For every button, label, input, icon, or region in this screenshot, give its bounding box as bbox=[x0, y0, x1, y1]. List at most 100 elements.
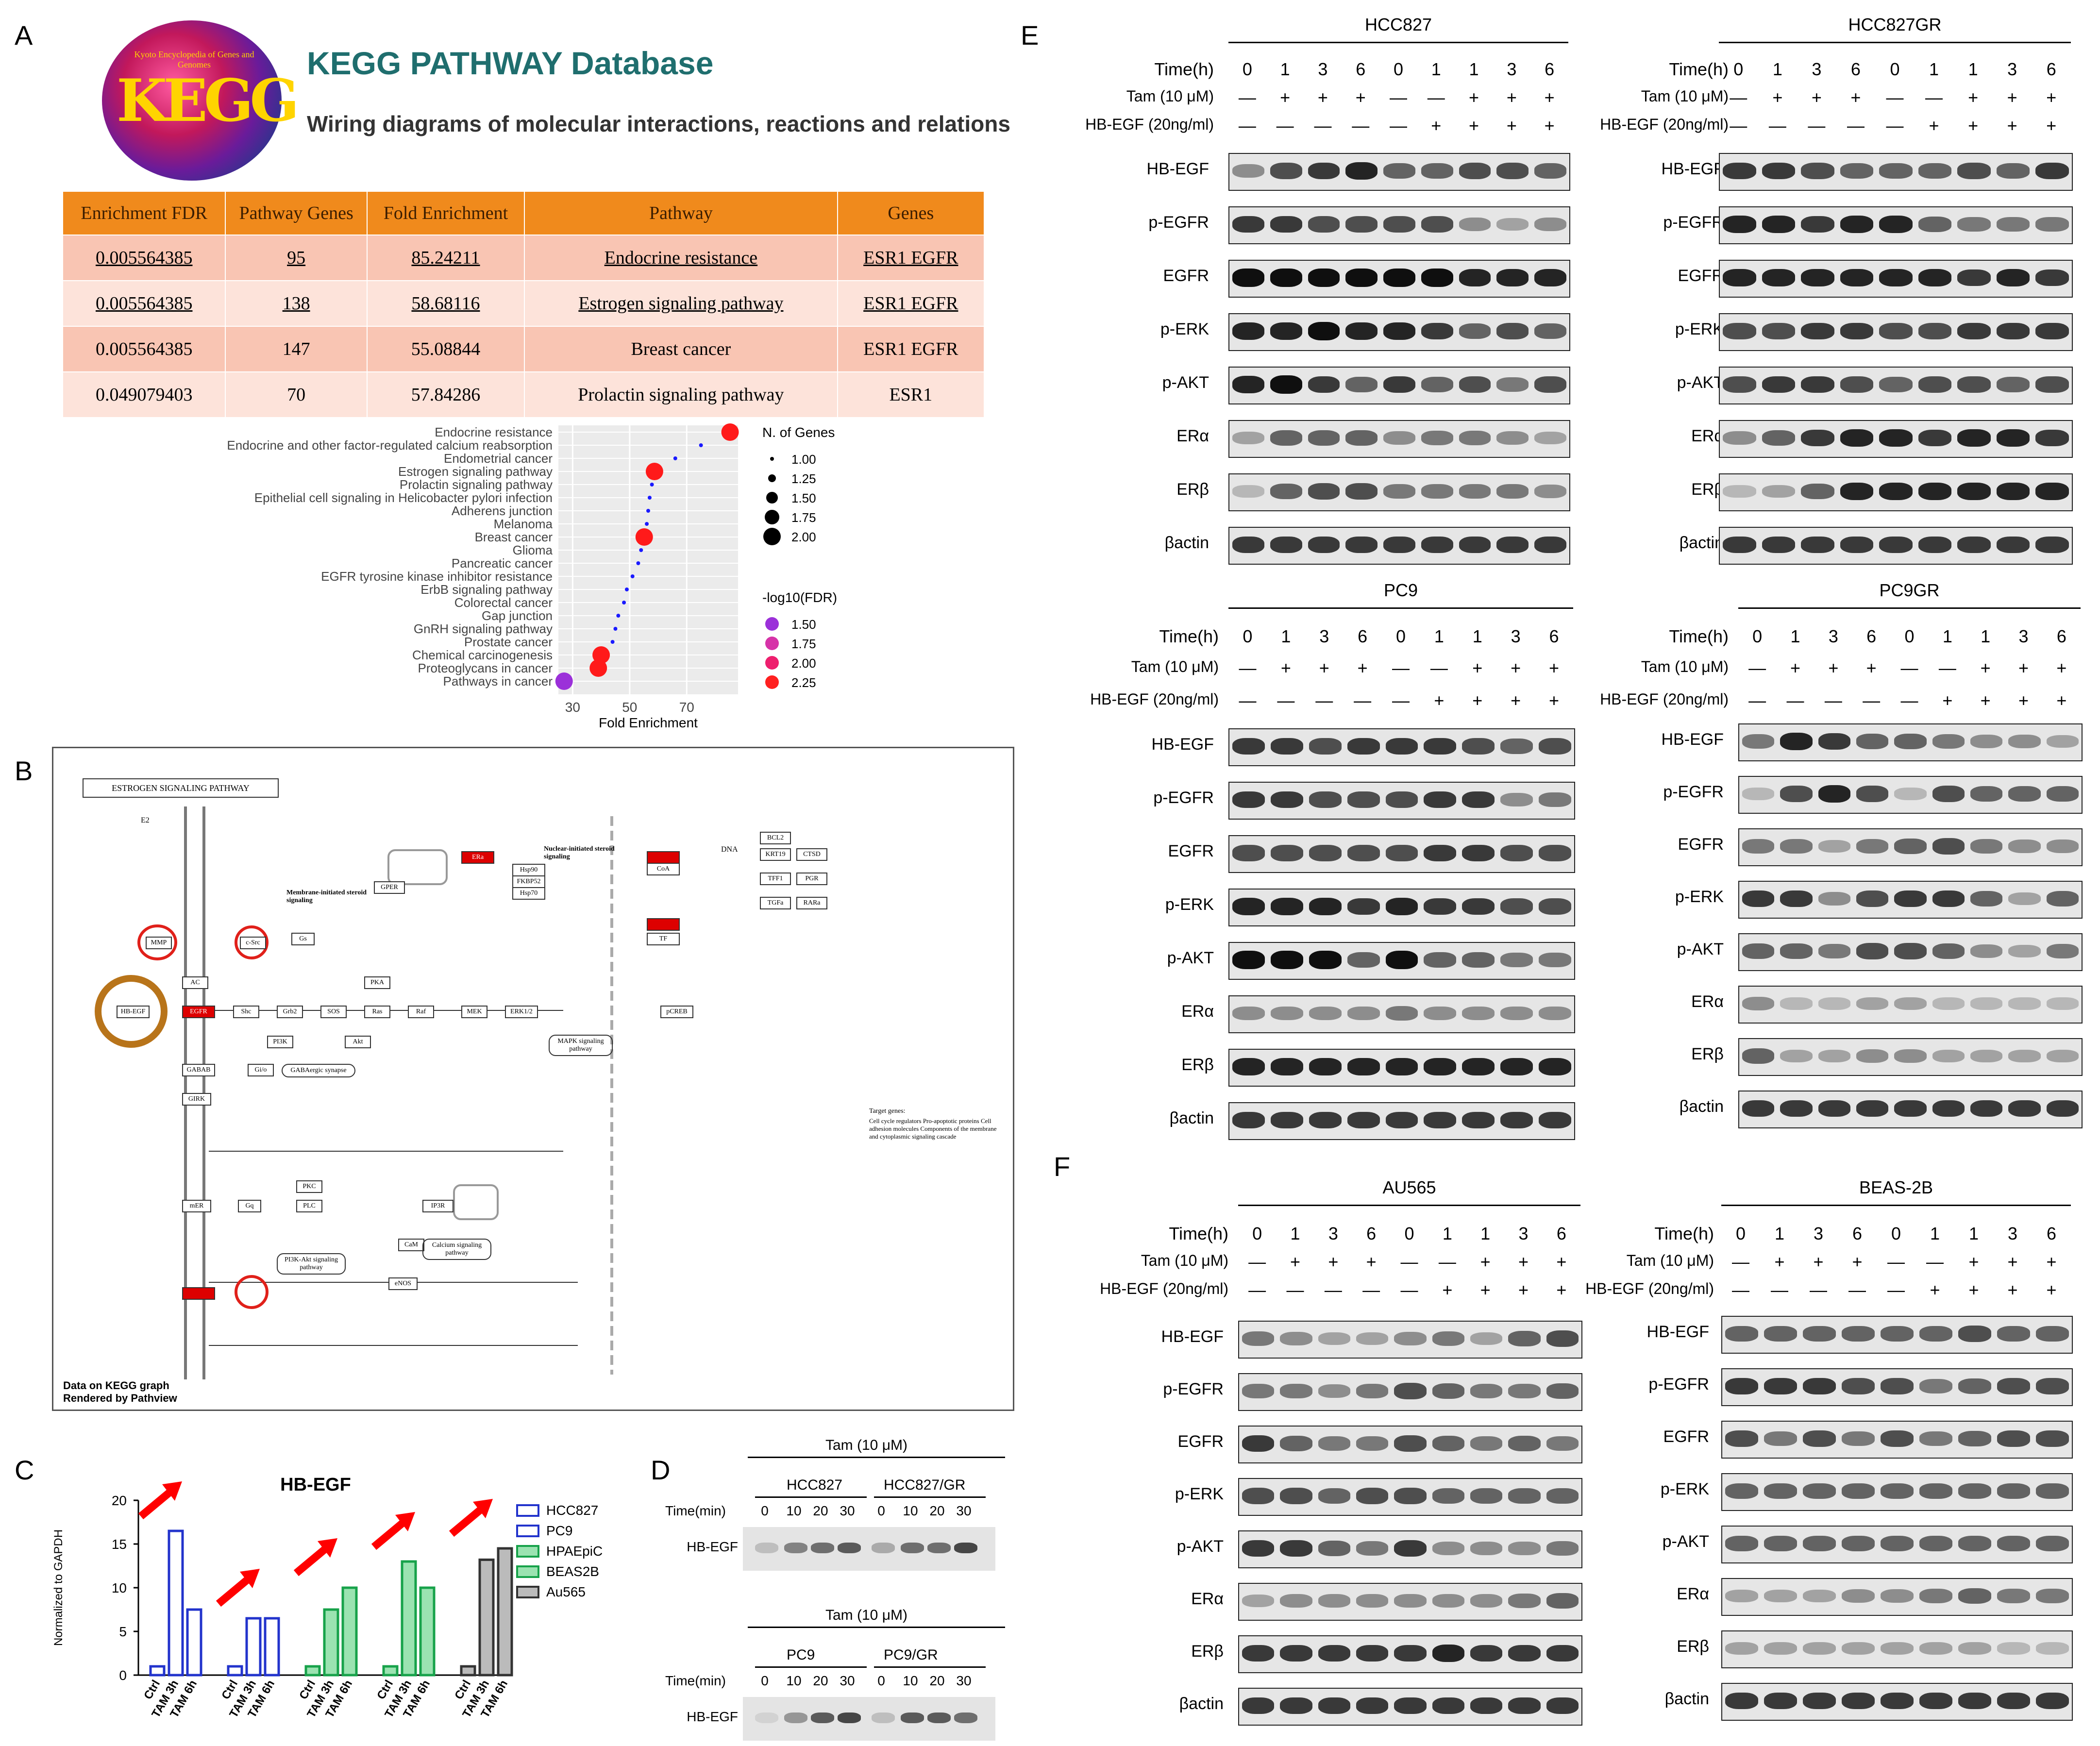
time-value: 30 bbox=[956, 1503, 972, 1518]
blot-band bbox=[1539, 792, 1571, 807]
header-time-value: 0 bbox=[1733, 59, 1744, 79]
blot-band bbox=[2046, 944, 2079, 958]
header-tam-value: + bbox=[1772, 87, 1783, 107]
blot-band bbox=[1546, 1645, 1579, 1662]
blot-band bbox=[784, 1543, 807, 1553]
pathway-node-krt19: KRT19 bbox=[760, 848, 791, 861]
bar bbox=[341, 1586, 358, 1677]
protein-label: HB-EGF bbox=[687, 1539, 738, 1554]
blot-band bbox=[1242, 1331, 1275, 1346]
blot-band bbox=[1840, 215, 1874, 234]
blot-band bbox=[1958, 1431, 1991, 1446]
protein-label: ERβ bbox=[1181, 1056, 1214, 1074]
blot-band bbox=[1725, 1642, 1758, 1655]
blot-band bbox=[1894, 943, 1927, 959]
pathway-node-cam: CaM bbox=[398, 1239, 424, 1251]
blot-band bbox=[1840, 482, 1874, 501]
blot-band bbox=[1280, 1331, 1312, 1346]
blot-strip bbox=[1721, 1526, 2073, 1563]
header-tam-value: — bbox=[1239, 658, 1257, 678]
blot-band bbox=[954, 1543, 977, 1553]
blot-band bbox=[1723, 485, 1756, 498]
header-tam-value: + bbox=[1511, 658, 1521, 678]
header-egf-value: + bbox=[1549, 690, 1560, 710]
blot-band bbox=[1270, 791, 1303, 808]
blot-band bbox=[1500, 1006, 1533, 1021]
blot-band bbox=[1894, 839, 1927, 854]
y-category-label: Gap junction bbox=[482, 608, 553, 623]
table-header: Genes bbox=[837, 191, 985, 235]
blot-band bbox=[1232, 375, 1264, 394]
pathway-node-erk: ERK1/2 bbox=[505, 1006, 538, 1018]
blot-band bbox=[1764, 1589, 1797, 1603]
protein-label: p-AKT bbox=[1677, 940, 1724, 958]
blot-band bbox=[755, 1543, 778, 1553]
header-tam-value: + bbox=[2056, 658, 2067, 678]
blot-band bbox=[1309, 1111, 1342, 1129]
blot-band bbox=[1918, 376, 1952, 393]
header-time-value: 0 bbox=[1252, 1224, 1262, 1243]
trend-arrow-head bbox=[318, 1538, 337, 1558]
header-tam-value: — bbox=[1730, 87, 1747, 107]
blot-band bbox=[1762, 323, 1796, 339]
header-egf-value: — bbox=[1286, 1280, 1304, 1300]
protein-label: βactin bbox=[1679, 1097, 1724, 1116]
x-axis-label: Fold Enrichment bbox=[599, 715, 698, 730]
blot-band bbox=[1803, 1692, 1836, 1710]
header-egf-value: + bbox=[1469, 116, 1479, 135]
underline bbox=[874, 1496, 986, 1498]
blot-band bbox=[1383, 536, 1415, 554]
blot-band bbox=[1957, 217, 1991, 232]
blot-band bbox=[1345, 430, 1378, 446]
blot-band bbox=[2035, 162, 2069, 180]
blot-band bbox=[2036, 1589, 2069, 1603]
blot-strip bbox=[1238, 1478, 1582, 1516]
blot-band bbox=[1780, 890, 1813, 907]
blot-band bbox=[1470, 1436, 1503, 1451]
header-egf-value: + bbox=[1929, 116, 1939, 135]
blot-band bbox=[1270, 1058, 1303, 1076]
header-egf-value: — bbox=[1847, 116, 1865, 135]
pathway-node-shc: Shc bbox=[233, 1006, 259, 1018]
blot-band bbox=[1345, 269, 1378, 287]
pathway-node-rara: RARa bbox=[796, 897, 827, 909]
table-header: Fold Enrichment bbox=[366, 191, 525, 235]
blot-band bbox=[1432, 1383, 1464, 1399]
table-header: Pathway bbox=[524, 191, 838, 235]
header-egf-label: HB-EGF (20ng/ml) bbox=[1600, 116, 1729, 133]
pathway-node-tf: TF bbox=[647, 933, 680, 945]
pathway-label-calcium: Calcium signaling pathway bbox=[422, 1239, 491, 1260]
blot-band bbox=[2035, 429, 2069, 447]
pathway-node-raf: Raf bbox=[408, 1006, 434, 1018]
header-egf-value: + bbox=[2007, 116, 2017, 135]
bar bbox=[401, 1560, 417, 1677]
blot-band bbox=[1232, 1058, 1265, 1076]
trend-arrow bbox=[138, 1489, 173, 1520]
bar bbox=[419, 1586, 436, 1677]
time-value: 20 bbox=[929, 1503, 945, 1518]
blot-band bbox=[1725, 1326, 1758, 1342]
y-category-label: Melanoma bbox=[494, 517, 553, 531]
blot-band bbox=[1997, 1692, 2030, 1710]
legend-swatch bbox=[516, 1504, 539, 1517]
blot-band bbox=[1385, 951, 1418, 969]
header-tam-value: — bbox=[1887, 1252, 1905, 1272]
blot-band bbox=[1970, 786, 2003, 802]
group-label: HCC827 bbox=[787, 1477, 843, 1493]
blot-band bbox=[1818, 891, 1850, 906]
header-time-value: 1 bbox=[1929, 59, 1939, 79]
blot-band bbox=[1919, 1642, 1952, 1655]
blot-band bbox=[1459, 217, 1491, 232]
blot-band bbox=[1280, 1488, 1312, 1504]
blot-band bbox=[1432, 1541, 1464, 1556]
header-egf-value: + bbox=[1472, 690, 1483, 710]
pathway-node-mmp: MMP bbox=[146, 937, 172, 949]
blot-band bbox=[1534, 536, 1566, 554]
pathway-node-gq: Gq bbox=[238, 1200, 261, 1212]
blot-band bbox=[755, 1712, 778, 1723]
y-tick-label: 10 bbox=[112, 1580, 127, 1595]
blot-band bbox=[1462, 1006, 1495, 1021]
blot-band bbox=[1394, 1645, 1427, 1662]
header-egf-value: — bbox=[1808, 116, 1826, 135]
blot-band bbox=[1432, 1697, 1464, 1714]
